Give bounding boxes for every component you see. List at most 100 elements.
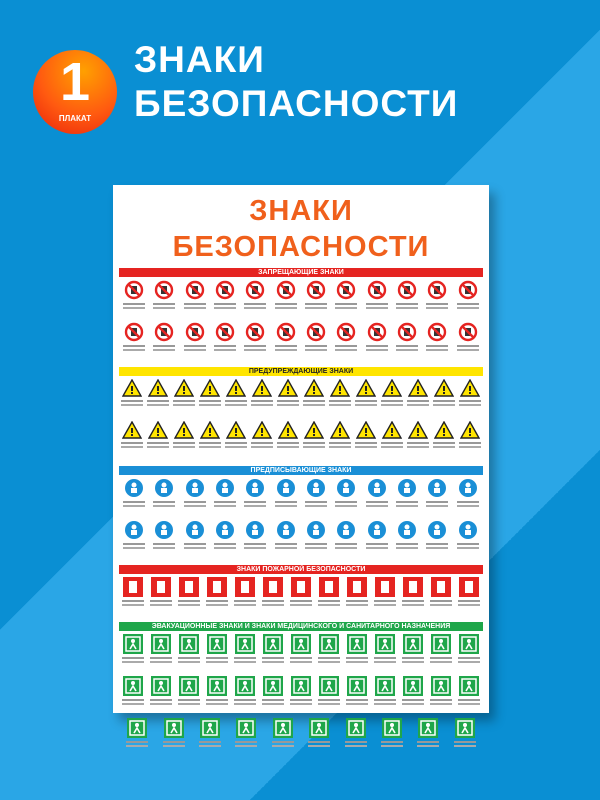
evacuation-sign-icon [177, 676, 201, 701]
fire-sign-icon [121, 577, 145, 602]
mandatory-sign-icon [456, 478, 480, 503]
mandatory-sign-icon [274, 478, 298, 503]
mandatory-sign-icon [334, 478, 358, 503]
warning-sign-icon [224, 421, 248, 444]
badge-number: 1 [59, 52, 91, 112]
warning-sign-icon [198, 421, 222, 444]
warning-sign-icon [198, 379, 222, 402]
mandatory-sign-icon [122, 520, 146, 545]
evacuation-sign-icon [261, 676, 285, 701]
warning-sign-icon [380, 379, 404, 402]
warning-sign-icon [406, 379, 430, 402]
warning-sign-icon [250, 379, 274, 402]
mandatory-sign-icon [213, 520, 237, 545]
evacuation-sign-icon [205, 634, 229, 659]
warning-sign-icon [146, 421, 170, 444]
evacuation-sign-icon [317, 634, 341, 659]
mandatory-sign-icon [365, 520, 389, 545]
fire-sign-icon [429, 577, 453, 602]
evacuation-sign-icon [162, 718, 186, 743]
prohibition-sign-icon [183, 280, 207, 305]
mandatory-sign-icon [183, 520, 207, 545]
mandatory-sign-icon [456, 520, 480, 545]
evacuation-sign-icon [198, 718, 222, 743]
poster-title: ЗНАКИ БЕЗОПАСНОСТИ [172, 195, 430, 263]
mandatory-sign-icon [304, 520, 328, 545]
mandatory-sign-icon [243, 478, 267, 503]
section-header: ПРЕДУПРЕЖДАЮЩИЕ ЗНАКИ [119, 367, 483, 376]
evacuation-sign-icon [373, 634, 397, 659]
fire-sign-icon [345, 577, 369, 602]
warning-sign-icon [224, 379, 248, 402]
sign-row [119, 634, 483, 676]
warning-sign-icon [328, 379, 352, 402]
prohibition-sign-icon [304, 322, 328, 347]
evacuation-sign-icon [233, 676, 257, 701]
poster: ЗНАКИ БЕЗОПАСНОСТИ ЗАПРЕЩАЮЩИЕ ЗНАКИ ПРЕД… [113, 185, 489, 743]
evacuation-sign-icon [401, 676, 425, 701]
sign-row [119, 577, 483, 619]
warning-sign-icon [380, 421, 404, 444]
sign-row [119, 520, 483, 562]
mandatory-sign-icon [365, 478, 389, 503]
prohibition-sign-icon [122, 322, 146, 347]
evacuation-sign-icon [177, 634, 201, 659]
prohibition-sign-icon [334, 280, 358, 305]
warning-sign-icon [276, 421, 300, 444]
evacuation-sign-icon [373, 676, 397, 701]
sign-row [119, 280, 483, 322]
section-header: ЗАПРЕЩАЮЩИЕ ЗНАКИ [119, 268, 483, 277]
warning-sign-icon [432, 421, 456, 444]
evacuation-sign-icon [125, 718, 149, 743]
fire-sign-icon [457, 577, 481, 602]
evacuation-sign-icon [345, 634, 369, 659]
warning-sign-icon [120, 379, 144, 402]
prohibition-sign-icon [243, 280, 267, 305]
evacuation-sign-icon [345, 676, 369, 701]
warning-sign-icon [172, 379, 196, 402]
prohibition-sign-icon [274, 280, 298, 305]
evacuation-sign-icon [149, 676, 173, 701]
prohibition-sign-icon [152, 322, 176, 347]
evacuation-sign-icon [344, 718, 368, 743]
evacuation-sign-icon [457, 634, 481, 659]
prohibition-sign-icon [456, 280, 480, 305]
warning-sign-icon [328, 421, 352, 444]
prohibition-sign-icon [334, 322, 358, 347]
evacuation-sign-icon [380, 718, 404, 743]
evacuation-sign-icon [307, 718, 331, 743]
poster-count-badge: 1 ПЛАКАТ [33, 50, 117, 134]
sign-row [119, 421, 483, 463]
section-header: ЗНАКИ ПОЖАРНОЙ БЕЗОПАСНОСТИ [119, 565, 483, 574]
prohibition-sign-icon [395, 322, 419, 347]
fire-sign-icon [289, 577, 313, 602]
evacuation-sign-icon [401, 634, 425, 659]
evacuation-sign-icon [453, 718, 477, 743]
evacuation-sign-icon [429, 676, 453, 701]
warning-sign-icon [406, 421, 430, 444]
mandatory-sign-icon [122, 478, 146, 503]
prohibition-sign-icon [365, 280, 389, 305]
section-header: ПРЕДПИСЫВАЮЩИЕ ЗНАКИ [119, 466, 483, 475]
mandatory-sign-icon [425, 478, 449, 503]
mandatory-sign-icon [425, 520, 449, 545]
title-line-1: ЗНАКИ [134, 39, 265, 80]
mandatory-sign-icon [152, 520, 176, 545]
evacuation-sign-icon [149, 634, 173, 659]
warning-sign-icon [250, 421, 274, 444]
prohibition-sign-icon [213, 322, 237, 347]
prohibition-sign-icon [274, 322, 298, 347]
evacuation-sign-icon [457, 676, 481, 701]
sign-row [119, 379, 483, 421]
warning-sign-icon [354, 421, 378, 444]
prohibition-sign-icon [213, 280, 237, 305]
warning-sign-icon [458, 379, 482, 402]
mandatory-sign-icon [274, 520, 298, 545]
sign-row [119, 676, 483, 718]
warning-sign-icon [302, 421, 326, 444]
prohibition-sign-icon [122, 280, 146, 305]
prohibition-sign-icon [456, 322, 480, 347]
fire-sign-icon [205, 577, 229, 602]
prohibition-sign-icon [425, 322, 449, 347]
warning-sign-icon [354, 379, 378, 402]
